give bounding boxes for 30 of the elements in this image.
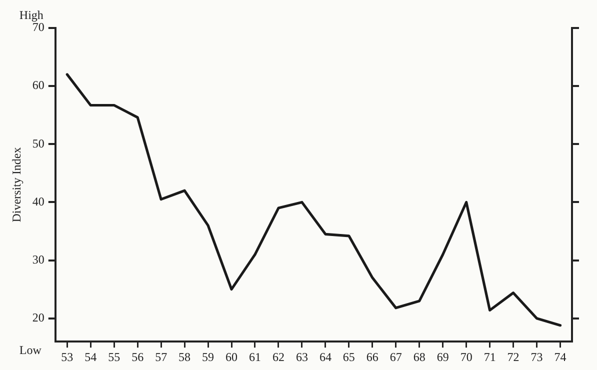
x-tick-label: 68 — [413, 350, 426, 364]
y-tick-label: 20 — [32, 310, 44, 325]
y-tick-label: 60 — [32, 78, 44, 92]
x-tick-label: 55 — [108, 350, 120, 364]
text: High — [19, 8, 44, 22]
x-tick-label: 70 — [460, 350, 472, 364]
x-tick-label: 58 — [178, 350, 191, 364]
x-tick-label: 74 — [554, 350, 566, 364]
x-tick-label: 60 — [226, 350, 238, 364]
x-tick-label: 61 — [248, 350, 261, 364]
x-tick-label: 56 — [132, 350, 144, 364]
x-tick-label: 73 — [530, 350, 543, 364]
y-axis-title: Diversity Index — [9, 147, 24, 222]
x-tick-label: 62 — [272, 350, 284, 364]
x-tick-label: 66 — [366, 350, 378, 364]
x-tick-label: 65 — [342, 350, 355, 364]
text: Low — [19, 342, 42, 357]
y-tick-label: 30 — [32, 252, 44, 266]
x-tick-label: 67 — [390, 350, 402, 364]
x-tick-label: 54 — [84, 350, 97, 364]
x-tick-label: 59 — [202, 350, 214, 364]
x-tick-label: 69 — [436, 350, 449, 364]
x-tick-label: 53 — [61, 350, 74, 364]
x-tick-label: 63 — [296, 350, 308, 364]
x-tick-label: 64 — [319, 350, 332, 364]
x-tick-label: 57 — [155, 350, 168, 364]
y-tick-label: 40 — [32, 194, 44, 208]
y-tick-label: 50 — [32, 136, 44, 150]
x-tick-label: 71 — [484, 350, 496, 364]
x-tick-label: 72 — [507, 350, 520, 364]
